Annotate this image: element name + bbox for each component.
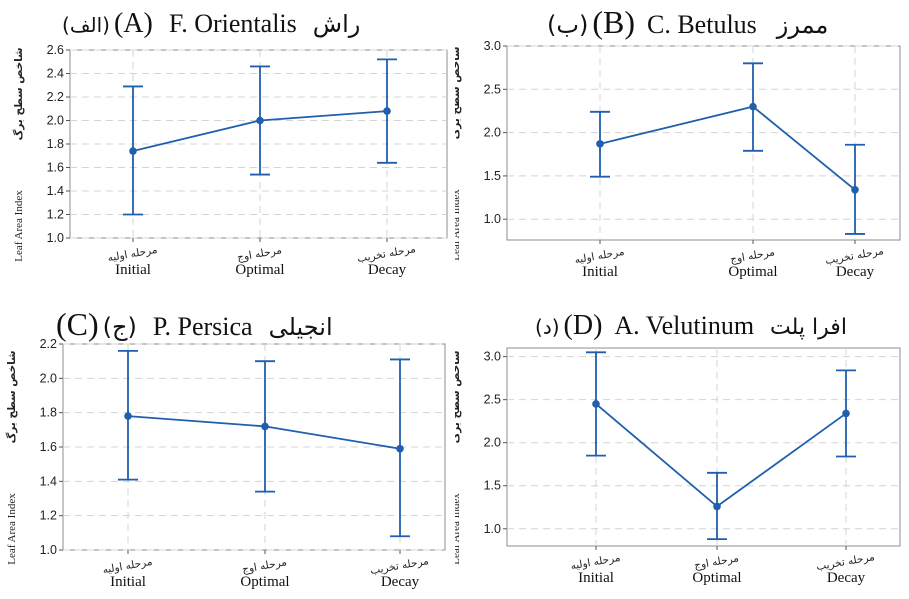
x-tick-label-d: Decay — [827, 570, 866, 586]
y-tick-label-a: 2.0 — [47, 114, 64, 128]
y-tick-label-a: 1.0 — [47, 231, 64, 245]
panel-d-species: A. Velutinum — [614, 311, 755, 340]
panel-b-species-fa: ممرز — [776, 11, 829, 39]
data-point-d — [713, 502, 721, 511]
data-point-a — [383, 107, 391, 115]
data-point-c — [124, 412, 132, 420]
x-tick-label-a: Initial — [115, 262, 151, 278]
y-tick-label-b: 2.5 — [484, 82, 501, 96]
y-tick-label-d: 1.5 — [484, 479, 501, 493]
x-tick-label-fa-a: مرحله اوج — [236, 244, 283, 264]
x-tick-label-b: Decay — [836, 264, 875, 280]
panel-b-species: C. Betulus — [647, 10, 757, 39]
data-point-b — [749, 102, 757, 111]
panel-a-code-fa: (الف) — [62, 13, 110, 37]
data-point-b — [596, 140, 604, 148]
plot-frame-d — [506, 347, 901, 547]
panel-b-code: (B) — [592, 4, 635, 40]
panel-c-species-fa: انجیلی — [268, 313, 333, 341]
data-point-a — [129, 147, 137, 155]
y-tick-label-a: 1.4 — [47, 184, 64, 198]
y-tick-label-d: 3.0 — [484, 350, 501, 364]
x-tick-label-c: Optimal — [240, 574, 289, 590]
y-tick-label-a: 1.8 — [47, 137, 64, 151]
data-point-c — [261, 422, 269, 431]
y-axis-title-fa-b: شاخص سطح برگ — [455, 47, 462, 140]
panel-a-species-fa: راش — [312, 10, 361, 38]
y-axis-title-fa-c: شاخص سطح برگ — [5, 351, 18, 444]
y-tick-label-d: 1.0 — [484, 522, 501, 536]
x-tick-label-a: Decay — [368, 262, 407, 278]
y-tick-label-d: 2.0 — [484, 436, 501, 450]
x-tick-label-d: Initial — [578, 570, 614, 586]
y-tick-label-a: 2.2 — [47, 90, 64, 104]
panel-a-title: (الف) (A) F. Orientalis راش — [62, 8, 360, 40]
x-tick-label-c: Decay — [381, 574, 420, 590]
panel-d-species-fa: افرا پلت — [770, 315, 847, 340]
y-tick-label-c: 1.4 — [40, 474, 57, 488]
x-tick-label-b: Initial — [582, 264, 618, 280]
y-axis-title-d: Leaf Area Index — [455, 493, 462, 565]
x-tick-label-d: Optimal — [692, 570, 741, 586]
y-tick-label-c: 2.2 — [40, 337, 57, 351]
y-tick-label-a: 2.6 — [47, 43, 64, 57]
y-tick-label-b: 1.0 — [484, 212, 501, 226]
y-tick-label-a: 1.2 — [47, 208, 64, 222]
x-tick-label-fa-c: مرحله اوج — [241, 556, 288, 576]
y-axis-title-a: Leaf Area Index — [13, 190, 25, 262]
y-tick-label-b: 2.0 — [484, 126, 501, 140]
y-tick-label-b: 1.5 — [484, 169, 501, 183]
panel-b-code-fa: (ب) — [547, 11, 589, 39]
y-tick-label-c: 1.6 — [40, 440, 57, 454]
x-tick-label-fa-d: مرحله اوج — [693, 552, 740, 572]
data-point-b — [851, 185, 859, 194]
y-axis-title-fa-a: شاخص سطح برگ — [12, 48, 25, 141]
y-tick-label-a: 1.6 — [47, 161, 64, 175]
data-point-a — [256, 116, 264, 125]
y-tick-label-c: 1.2 — [40, 509, 57, 523]
y-axis-title-fa-d: شاخص سطح برگ — [455, 351, 462, 444]
panel-d-code-fa: (د) — [535, 315, 560, 339]
y-tick-label-d: 2.5 — [484, 393, 501, 407]
plot-frame-a — [69, 49, 448, 239]
panel-a-species: F. Orientalis — [168, 9, 297, 38]
y-axis-title-b: Leaf Area Index — [455, 189, 462, 261]
chart-panel-d: (د) (D) A. Velutinum افرا پلت 1.0 1.5 2.0 2… — [455, 300, 909, 599]
panel-c-code-fa: (ج) — [102, 313, 137, 341]
x-tick-label-b: Optimal — [728, 264, 777, 280]
data-point-d — [592, 400, 600, 408]
y-tick-label-c: 1.8 — [40, 406, 57, 420]
chart-panel-a: (الف) (A) F. Orientalis راش 1.0 1.2 1.4 1.6… — [0, 0, 455, 300]
panel-c-title: (C) (ج) P. Persica انجیلی — [56, 306, 333, 343]
plot-frame-b — [506, 45, 901, 241]
panel-a-code: (A) — [113, 8, 153, 39]
data-point-d — [842, 409, 850, 418]
x-tick-label-c: Initial — [110, 574, 146, 590]
y-tick-label-a: 2.4 — [47, 67, 64, 81]
panel-c-species: P. Persica — [152, 312, 253, 341]
panel-b-title: (ب) (B) C. Betulus ممرز — [547, 4, 828, 41]
y-tick-label-c: 1.0 — [40, 543, 57, 557]
y-tick-label-b: 3.0 — [484, 39, 501, 53]
y-axis-title-c: Leaf Area Index — [6, 493, 18, 565]
panel-d-title: (د) (D) A. Velutinum افرا پلت — [535, 310, 847, 342]
chart-panel-b: (ب) (B) C. Betulus ممرز 1.0 1.5 2.0 2.5 3.0 م… — [455, 0, 909, 300]
chart-panel-c: (C) (ج) P. Persica انجیلی 1.0 1.2 1.4 1.6 1.… — [0, 300, 455, 599]
x-tick-label-fa-b: مرحله اوج — [729, 246, 776, 266]
x-tick-label-a: Optimal — [235, 262, 284, 278]
y-tick-label-c: 2.0 — [40, 371, 57, 385]
data-point-c — [396, 444, 404, 453]
panel-c-code: (C) — [56, 306, 99, 342]
panel-d-code: (D) — [563, 310, 603, 341]
